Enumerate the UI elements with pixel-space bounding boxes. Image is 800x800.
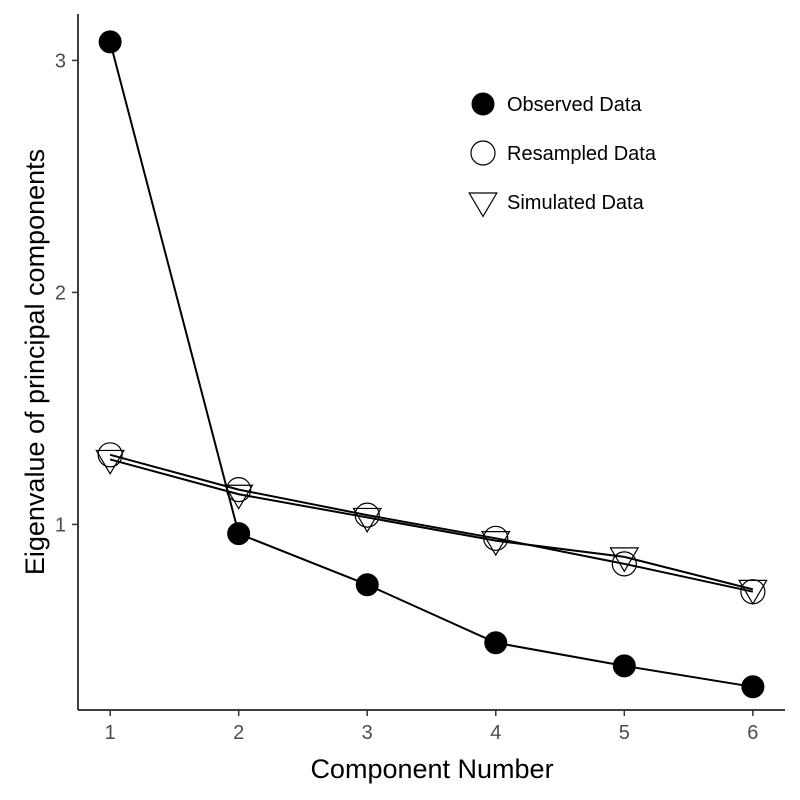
y-tick-label: 3 [55, 50, 66, 72]
x-tick-label: 6 [747, 722, 758, 744]
point-observed-data [612, 654, 636, 678]
point-resampled-data [740, 579, 766, 605]
x-tick-label: 1 [105, 722, 116, 744]
series-layer [95, 30, 768, 699]
series-line-resampled-data [109, 453, 754, 593]
point-simulated-data [223, 484, 254, 510]
legend-key-simulated-data [468, 192, 498, 218]
plot-area: 1 2 3 4 5 6 1 2 3 [55, 14, 785, 744]
point-resampled-data [97, 442, 123, 468]
legend-key-observed-data [471, 92, 495, 116]
legend-key-resampled-data [470, 140, 496, 166]
point-resampled-data [483, 525, 509, 551]
point-observed-data [484, 631, 508, 655]
x-axis-title: Component Number [310, 754, 553, 784]
x-tick-label: 2 [233, 722, 244, 744]
legend-label-simulated-data: Simulated Data [507, 192, 645, 214]
legend-label-observed-data: Observed Data [507, 94, 642, 116]
series-line-simulated-data [109, 458, 754, 591]
point-observed-data [227, 522, 251, 546]
point-observed-data [741, 675, 765, 699]
y-tick-label: 2 [55, 282, 66, 304]
x-tick-label: 3 [362, 722, 373, 744]
point-observed-data [98, 30, 122, 54]
point-resampled-data [354, 502, 380, 528]
point-simulated-data [609, 547, 640, 573]
point-simulated-data [738, 579, 768, 605]
point-resampled-data [226, 477, 252, 503]
x-tick-label: 5 [619, 722, 630, 744]
y-tick-label: 1 [55, 514, 66, 536]
y-ticks: 1 2 3 [55, 50, 78, 536]
point-simulated-data [95, 449, 125, 476]
y-axis-title: Eigenvalue of principal components [20, 149, 50, 575]
point-resampled-data [611, 551, 637, 577]
point-observed-data [355, 573, 379, 597]
x-tick-label: 4 [490, 722, 501, 744]
legend: Observed Data Resampled Data Simulated Dat… [468, 92, 657, 218]
x-ticks: 1 2 3 4 5 6 [105, 710, 758, 744]
point-simulated-data [480, 531, 511, 557]
point-simulated-data [352, 507, 383, 534]
series-line-observed-data [109, 41, 754, 688]
legend-label-resampled-data: Resampled Data [507, 143, 657, 165]
